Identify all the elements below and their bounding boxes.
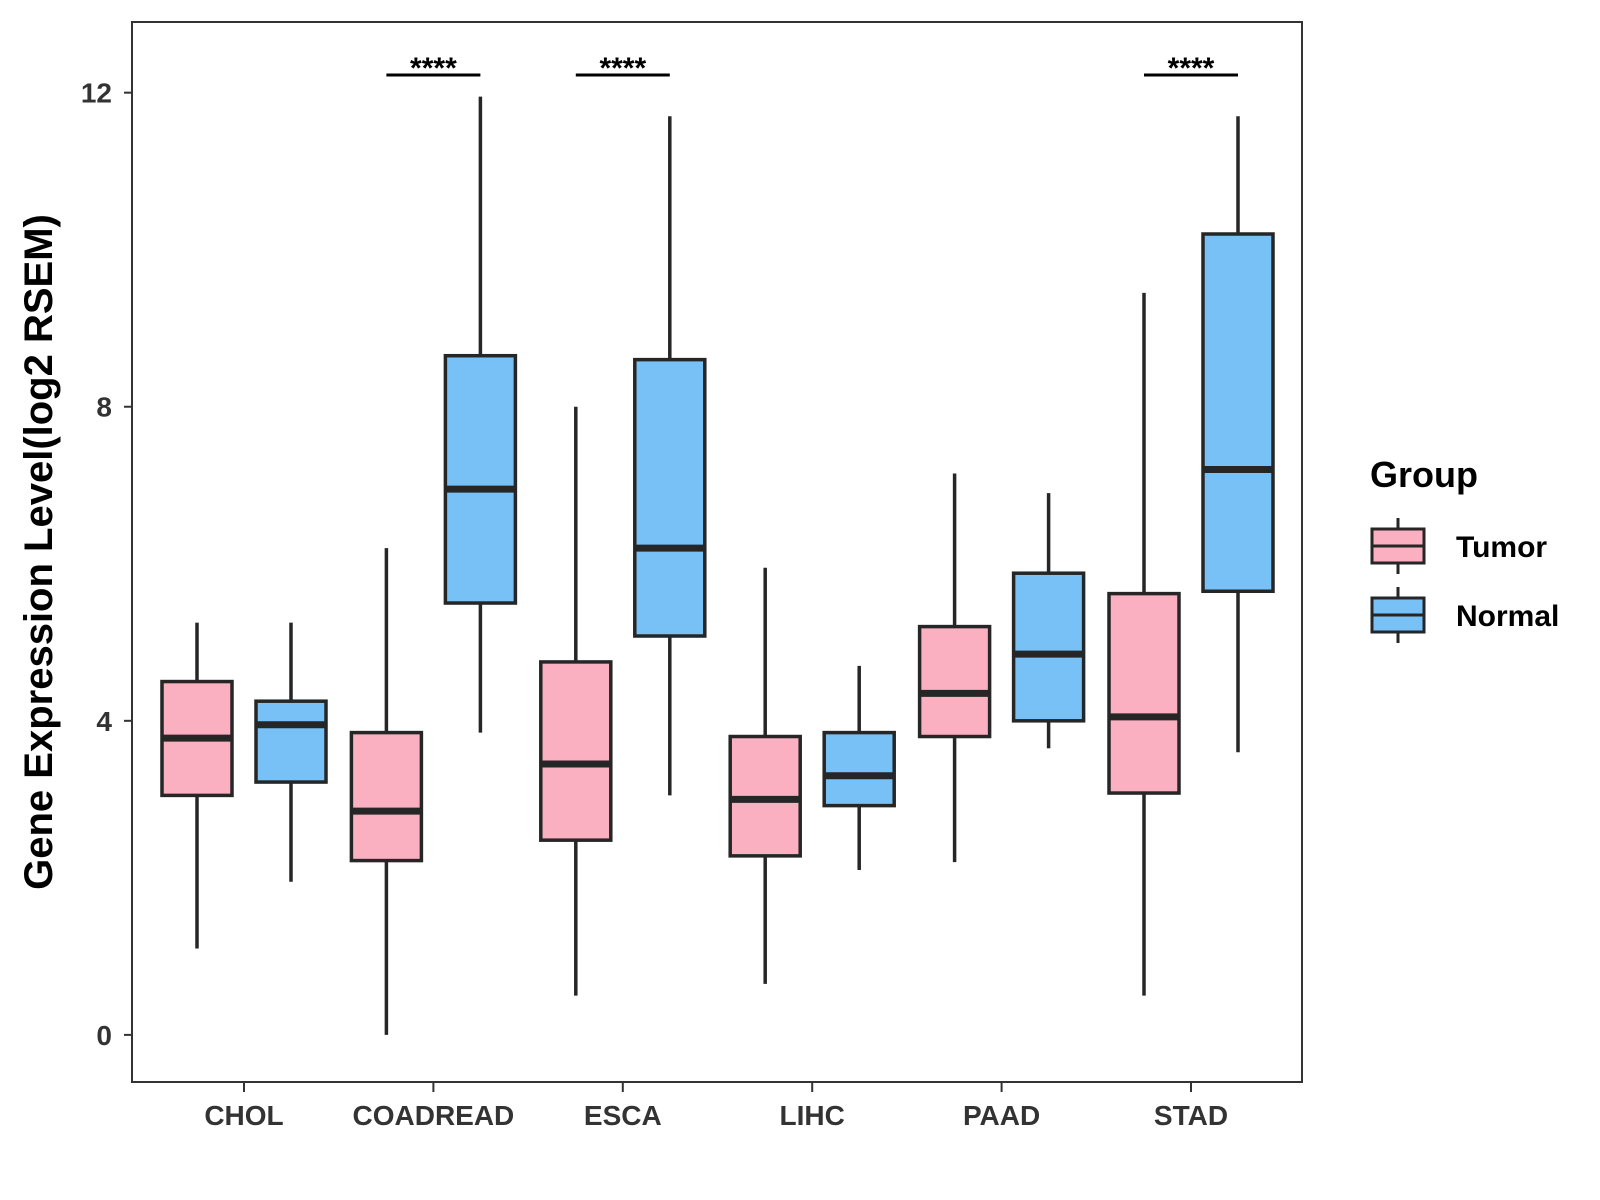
box-iqr: [254, 699, 328, 784]
x-tick-label-chol: CHOL: [204, 1100, 283, 1131]
box-tumor-paad: [917, 473, 992, 863]
y-tick-label: 12: [81, 78, 112, 109]
box-iqr: [1201, 232, 1275, 594]
y-axis: 0 4 8 12: [81, 78, 132, 1051]
significance-esca: ****: [575, 52, 670, 85]
significance-label: ****: [599, 52, 646, 85]
box-iqr: [1107, 591, 1181, 795]
x-tick-label-esca: ESCA: [584, 1100, 662, 1131]
significance-annotations: **** **** ****: [386, 52, 1238, 85]
box-normal-esca: [633, 116, 707, 796]
box-normal-stad: [1201, 116, 1275, 753]
boxes-layer: [160, 96, 1275, 1035]
box-iqr: [349, 730, 424, 863]
legend-title: Group: [1370, 454, 1478, 495]
box-normal-chol: [254, 622, 328, 882]
box-iqr: [633, 357, 707, 638]
box-iqr: [917, 624, 992, 739]
box-iqr: [443, 353, 518, 605]
significance-coadread: ****: [386, 52, 481, 85]
box-iqr: [822, 730, 896, 808]
plot-panel-border: [131, 21, 1303, 1083]
box-iqr: [1011, 571, 1086, 723]
box-tumor-stad: [1107, 292, 1181, 996]
y-axis-title: Gene Expression Level(log2 RSEM): [17, 214, 61, 890]
y-tick-label: 8: [96, 392, 112, 423]
x-tick-label-stad: STAD: [1154, 1100, 1228, 1131]
significance-label: ****: [410, 52, 457, 85]
box-tumor-lihc: [728, 567, 802, 984]
y-tick-label: 0: [96, 1020, 112, 1051]
box-tumor-chol: [160, 622, 234, 949]
significance-stad: ****: [1144, 52, 1238, 85]
box-normal-paad: [1011, 493, 1086, 749]
significance-label: ****: [1168, 52, 1215, 85]
legend: Group Tumor Normal: [1370, 454, 1559, 643]
x-tick-label-lihc: LIHC: [780, 1100, 845, 1131]
box-normal-coadread: [443, 96, 518, 733]
box-normal-lihc: [822, 665, 896, 870]
x-tick-label-paad: PAAD: [963, 1100, 1040, 1131]
legend-item-normal: Normal: [1370, 587, 1559, 643]
legend-item-tumor: Tumor: [1370, 518, 1547, 574]
box-tumor-coadread: [349, 548, 424, 1035]
legend-items: Tumor Normal: [1370, 518, 1559, 643]
box-tumor-esca: [539, 406, 613, 996]
box-iqr: [539, 660, 613, 842]
x-axis: CHOL COADREAD ESCA LIHC PAAD STAD: [204, 1082, 1228, 1131]
y-tick-label: 4: [96, 706, 112, 737]
legend-label: Tumor: [1456, 531, 1547, 564]
legend-label: Normal: [1456, 600, 1559, 633]
x-tick-label-coadread: COADREAD: [353, 1100, 515, 1131]
